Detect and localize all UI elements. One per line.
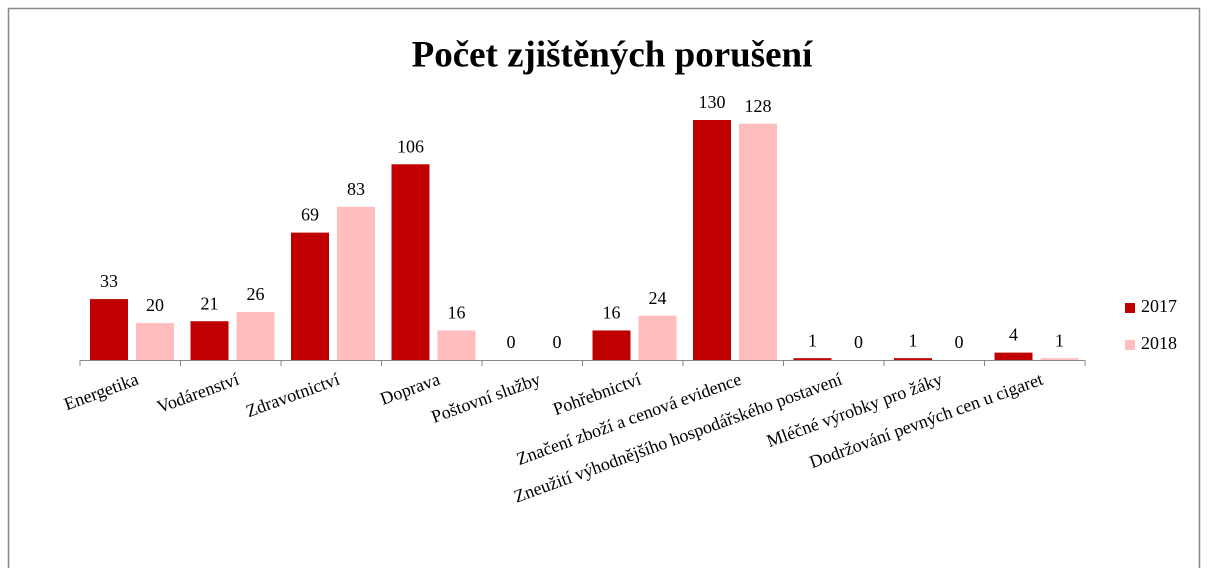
chart-frame xyxy=(7,7,1201,568)
data-label: 21 xyxy=(201,293,219,313)
bar xyxy=(437,330,476,360)
bar xyxy=(739,123,777,360)
bar xyxy=(994,352,1033,360)
chart-title: Počet zjištěných porušení xyxy=(412,34,813,75)
data-label: 69 xyxy=(301,205,319,225)
bar xyxy=(90,299,128,360)
data-label: 1 xyxy=(1055,330,1064,350)
bar xyxy=(693,120,731,360)
data-label: 0 xyxy=(507,332,516,352)
bar xyxy=(592,330,631,360)
data-label: 106 xyxy=(397,136,424,156)
data-label: 16 xyxy=(603,303,621,323)
data-label: 83 xyxy=(347,179,365,199)
data-label: 33 xyxy=(100,271,118,291)
data-label: 0 xyxy=(553,332,562,352)
bar xyxy=(136,323,174,360)
data-label: 128 xyxy=(745,96,772,116)
bar xyxy=(337,206,375,360)
data-label: 1 xyxy=(808,330,817,350)
bar xyxy=(1040,358,1079,360)
data-label: 1 xyxy=(909,330,918,350)
data-label: 20 xyxy=(146,295,164,315)
bar xyxy=(291,232,329,360)
data-label: 26 xyxy=(247,284,265,304)
bar xyxy=(190,321,229,360)
data-label: 130 xyxy=(699,92,726,112)
bar xyxy=(236,312,275,360)
bar xyxy=(638,315,677,360)
data-label: 24 xyxy=(649,288,667,308)
data-label: 0 xyxy=(955,332,964,352)
bar xyxy=(391,164,430,360)
legend-label: 2017 xyxy=(1141,296,1177,316)
legend-label: 2018 xyxy=(1141,333,1177,353)
data-label: 16 xyxy=(448,303,466,323)
data-label: 4 xyxy=(1009,325,1018,345)
legend-swatch xyxy=(1125,303,1135,313)
bar xyxy=(793,358,832,360)
data-label: 0 xyxy=(854,332,863,352)
legend-swatch xyxy=(1125,340,1135,350)
bar xyxy=(894,358,932,360)
